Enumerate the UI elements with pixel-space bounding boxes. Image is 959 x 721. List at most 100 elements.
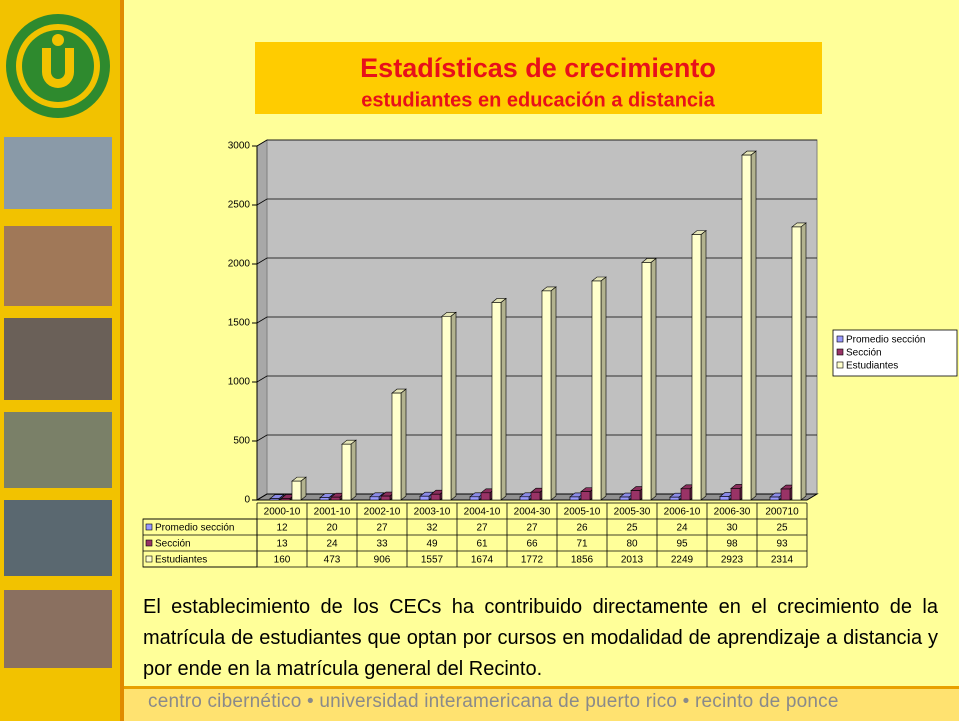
bar-front (392, 393, 401, 500)
x-tick-label: 2006-10 (664, 507, 701, 518)
table-value: 1856 (571, 555, 594, 566)
bar (392, 389, 406, 500)
legend-key (837, 349, 843, 355)
bar-front (431, 494, 440, 500)
y-tick-label: 500 (233, 436, 250, 447)
bar-front (381, 496, 390, 500)
bar-front (792, 227, 801, 500)
x-tick-label: 2005-30 (614, 507, 651, 518)
bar-front (631, 491, 640, 500)
table-value: 25 (776, 523, 788, 534)
bar-front (681, 489, 690, 500)
table-value: 25 (626, 523, 638, 534)
bar-front (442, 316, 451, 500)
bar-front (342, 444, 351, 500)
table-value: 160 (274, 555, 291, 566)
table-value: 80 (626, 539, 638, 550)
bar-side (801, 223, 806, 500)
legend-key (146, 540, 152, 546)
bar-side (701, 231, 706, 500)
x-tick-label: 2002-10 (364, 507, 401, 518)
table-value: 12 (276, 523, 288, 534)
chart-title: Estadísticas de crecimiento (360, 53, 716, 83)
bar (642, 258, 656, 500)
bar-front (320, 498, 329, 500)
y-tick-label: 3000 (228, 141, 251, 152)
bar-side (751, 151, 756, 500)
x-tick-label: 2000-10 (264, 507, 301, 518)
bar-front (531, 492, 540, 500)
x-tick-label: 2004-30 (514, 507, 551, 518)
photo (4, 318, 112, 400)
bar-front (570, 497, 579, 500)
table-value: 26 (576, 523, 588, 534)
table-value: 30 (726, 523, 738, 534)
photo (4, 500, 112, 576)
legend-key (146, 524, 152, 530)
bar-front (770, 497, 779, 500)
bar (492, 298, 506, 500)
x-tick-label: 2004-10 (464, 507, 501, 518)
table-value: 33 (376, 539, 388, 550)
strip-border (120, 0, 124, 721)
bar-front (692, 235, 701, 500)
x-tick-label: 2003-10 (414, 507, 451, 518)
bar-front (292, 481, 301, 500)
table-value: 2249 (671, 555, 694, 566)
legend-key (837, 362, 843, 368)
photo (4, 137, 112, 209)
table-value: 66 (526, 539, 538, 550)
y-tick-label: 0 (244, 495, 250, 506)
table-value: 2314 (771, 555, 794, 566)
bar-front (742, 155, 751, 500)
table-value: 32 (426, 523, 438, 534)
bar-front (481, 493, 490, 500)
table-value: 27 (376, 523, 388, 534)
bar-front (520, 497, 529, 500)
table-value: 906 (374, 555, 391, 566)
x-tick-label: 2006-30 (714, 507, 751, 518)
bar-side (501, 298, 506, 500)
bar-front (642, 262, 651, 500)
table-value: 71 (576, 539, 588, 550)
bar (342, 440, 356, 500)
bar-side (351, 440, 356, 500)
table-row-label: Promedio sección (155, 523, 234, 534)
x-tick-label: 2005-10 (564, 507, 601, 518)
bar-side (551, 287, 556, 500)
table-row-label: Sección (155, 539, 191, 550)
x-tick-label: 200710 (765, 507, 799, 518)
table-value: 473 (324, 555, 341, 566)
table-value: 20 (326, 523, 338, 534)
bar-front (620, 497, 629, 500)
bar-front (581, 492, 590, 500)
table-value: 27 (476, 523, 488, 534)
x-tick-label: 2001-10 (314, 507, 351, 518)
bar (742, 151, 756, 500)
legend-label: Estudiantes (846, 361, 898, 372)
bar (592, 277, 606, 500)
y-tick-label: 1500 (228, 318, 251, 329)
y-tick-label: 2000 (228, 259, 251, 270)
table-value: 2923 (721, 555, 744, 566)
bar-front (492, 302, 501, 500)
bar-front (331, 497, 340, 500)
table-value: 61 (476, 539, 488, 550)
bar-front (470, 497, 479, 500)
bar (542, 287, 556, 500)
bar-side (451, 312, 456, 500)
bar-front (420, 496, 429, 500)
bar-front (281, 498, 290, 500)
table-row-label: Estudiantes (155, 555, 207, 566)
bar-front (720, 496, 729, 500)
photo (4, 412, 112, 488)
bar-front (542, 291, 551, 500)
photo (4, 590, 112, 668)
table-value: 98 (726, 539, 738, 550)
legend-label: Sección (846, 348, 882, 359)
table-value: 27 (526, 523, 538, 534)
footer-text: centro cibernético • universidad interam… (148, 691, 839, 713)
table-value: 24 (326, 539, 338, 550)
body-text: El establecimiento de los CECs ha contri… (143, 592, 938, 685)
table-value: 1674 (471, 555, 494, 566)
